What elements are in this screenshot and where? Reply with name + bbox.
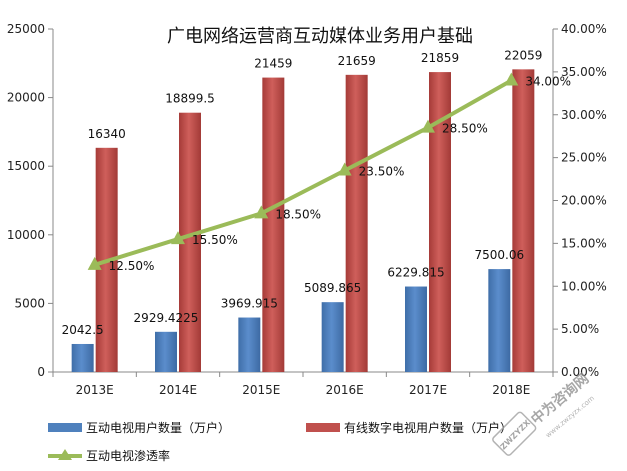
legend-label-penetration: 互动电视渗透率 <box>86 448 170 463</box>
bar-digital-users <box>262 77 285 372</box>
penetration-marker <box>421 119 435 133</box>
penetration-marker <box>87 256 102 270</box>
x-tick-label: 2013E <box>76 383 114 397</box>
x-tick-label: 2018E <box>492 383 530 397</box>
penetration-marker <box>254 205 269 219</box>
right-tick-label: 35.00% <box>561 65 607 79</box>
bar-interactive-users <box>71 343 94 372</box>
legend-label-digital-users: 有线数字电视用户数量（万户） <box>344 420 512 435</box>
data-labels: 2042.5 16340 2929.4225 18899.5 3969.915 21459… <box>62 48 571 337</box>
left-tick-label: 15000 <box>7 159 45 173</box>
right-tick-label: 20.00% <box>561 194 607 208</box>
data-label-digital-users: 21859 <box>421 51 459 65</box>
bar-digital-users <box>429 72 451 373</box>
legend: 互动电视用户数量（万户） 有线数字电视用户数量（万户） 互动电视渗透率 <box>48 420 512 463</box>
right-tick-label: 10.00% <box>561 279 607 293</box>
data-label-interactive-users: 5089.865 <box>304 281 361 295</box>
data-label-penetration: 12.50% <box>109 259 155 273</box>
penetration-line <box>94 78 513 267</box>
data-label-digital-users: 16340 <box>88 127 126 141</box>
data-label-digital-users: 22059 <box>504 48 542 62</box>
bar-interactive-users <box>238 317 261 372</box>
data-label-penetration: 18.50% <box>275 207 321 221</box>
right-tick-label: 25.00% <box>561 151 607 165</box>
left-tick-label: 0 <box>37 365 45 379</box>
left-tick-label: 5000 <box>14 296 45 310</box>
legend-swatch-interactive-users <box>48 423 82 432</box>
data-label-interactive-users: 6229.815 <box>387 266 444 280</box>
data-label-penetration: 28.50% <box>442 122 488 136</box>
right-tick-label: 15.00% <box>561 236 607 250</box>
x-tick-label: 2015E <box>242 383 280 397</box>
data-label-penetration: 23.50% <box>359 164 405 178</box>
bars <box>71 69 535 373</box>
bar-interactive-users <box>321 302 344 372</box>
right-tick-label: 5.00% <box>561 322 599 336</box>
left-tick-label: 20000 <box>7 91 45 105</box>
bar-digital-users <box>512 69 535 372</box>
penetration-marker <box>337 162 352 176</box>
data-label-interactive-users: 7500.06 <box>475 248 525 262</box>
legend-swatch-digital-users <box>306 423 340 432</box>
x-tick-label: 2016E <box>326 383 364 397</box>
bar-interactive-users <box>155 331 177 372</box>
data-label-penetration: 15.50% <box>192 233 238 247</box>
right-tick-label: 30.00% <box>561 108 607 122</box>
right-tick-label: 40.00% <box>561 22 607 36</box>
watermark-badge <box>492 411 537 456</box>
data-label-penetration: 34.00% <box>525 74 571 88</box>
data-label-interactive-users: 2929.4225 <box>134 311 199 325</box>
bar-interactive-users <box>405 286 427 372</box>
line-series <box>87 72 519 270</box>
chart-title: 广电网络运营商互动媒体业务用户基础 <box>167 26 473 47</box>
bar-interactive-users <box>488 269 511 372</box>
penetration-marker <box>171 231 185 245</box>
legend-label-interactive-users: 互动电视用户数量（万户） <box>86 420 230 435</box>
axes: 0 5000 10000 15000 20000 25000 0.00% 5.00% 10.00… <box>7 22 607 397</box>
right-tick-label: 0.00% <box>561 365 599 379</box>
data-label-digital-users: 21459 <box>254 57 292 71</box>
left-tick-label: 10000 <box>7 228 45 242</box>
x-tick-label: 2017E <box>409 383 447 397</box>
bar-digital-users <box>345 74 368 373</box>
data-label-digital-users: 21659 <box>338 54 376 68</box>
data-label-interactive-users: 2042.5 <box>62 323 104 337</box>
x-tick-label: 2014E <box>159 383 197 397</box>
penetration-marker <box>504 72 519 86</box>
left-tick-label: 25000 <box>7 22 45 36</box>
bar-digital-users <box>179 112 201 373</box>
data-label-digital-users: 18899.5 <box>165 92 215 106</box>
data-label-interactive-users: 3969.915 <box>221 297 278 311</box>
legend-marker-penetration <box>58 449 72 460</box>
